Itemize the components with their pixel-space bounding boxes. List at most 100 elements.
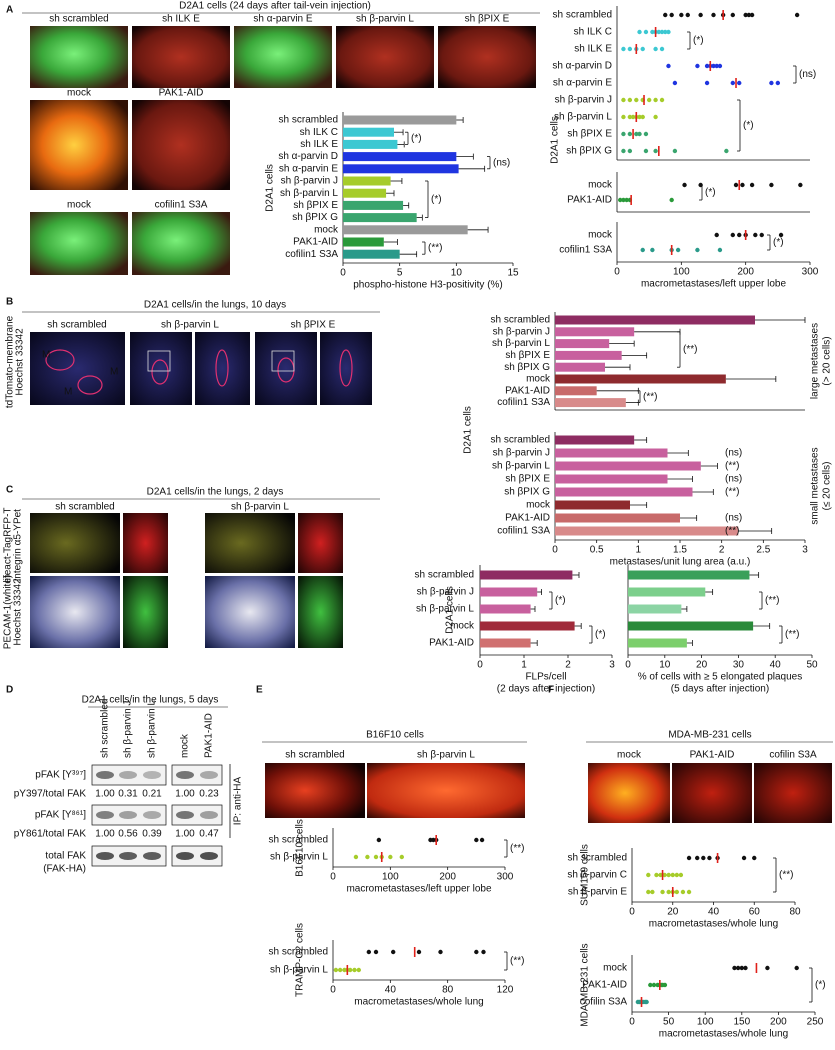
x-tick-label: 100: [673, 267, 690, 278]
category-label: sh βPIX E: [505, 350, 550, 361]
x-axis-title: macrometastases/whole lung: [649, 919, 779, 930]
row-label: total FAK: [45, 851, 86, 862]
annotation: (**): [765, 595, 779, 606]
side-label: PECAM-1(white): [3, 575, 14, 649]
data-point: [674, 872, 680, 878]
micrograph: [754, 763, 832, 823]
panel-title: B16F10 cells: [366, 730, 424, 741]
x-tick-label: 2: [565, 660, 571, 671]
panel-title: D2A1 cells/in the lungs, 2 days: [147, 487, 284, 498]
series-name: small metastases: [810, 447, 821, 524]
data-point: [663, 29, 668, 35]
x-tick-label: 10: [659, 660, 671, 671]
data-point: [416, 949, 422, 955]
y-axis-title: MDA-MB-231 cells: [580, 943, 591, 1026]
x-tick-label: 5: [397, 268, 403, 279]
data-point: [695, 247, 700, 253]
bar: [343, 200, 404, 210]
blot-band: [143, 811, 161, 819]
cell-outline: [77, 375, 103, 395]
micrograph: [672, 763, 752, 823]
blot-band: [176, 771, 194, 779]
category-label: mock: [314, 224, 339, 235]
x-tick-label: 30: [733, 660, 745, 671]
data-point: [399, 854, 404, 860]
category-label: sh scrambled: [269, 835, 328, 846]
x-tick-label: 15: [507, 268, 519, 279]
data-point: [704, 63, 710, 69]
x-tick-label: 3: [609, 660, 615, 671]
row-label: pFAK [Y⁸⁶¹]: [35, 810, 86, 821]
data-point: [717, 247, 723, 253]
x-tick-label: 40: [385, 985, 397, 996]
category-label: sh ILK E: [300, 139, 338, 150]
data-point: [686, 889, 692, 895]
data-point: [348, 967, 353, 973]
data-point: [679, 12, 684, 18]
annotation: (*): [705, 187, 716, 198]
category-label: sh β-parvin L: [270, 965, 328, 976]
blot-frame: [91, 804, 167, 826]
category-label: mock: [450, 621, 475, 632]
data-point: [743, 965, 748, 971]
bar: [555, 315, 755, 325]
y-axis-title: B16F10 cells: [295, 819, 306, 877]
data-point: [666, 889, 671, 895]
data-point: [438, 949, 443, 955]
category-label: sh ILK C: [300, 127, 338, 138]
data-point: [686, 855, 692, 861]
data-point: [666, 63, 671, 69]
category-label: sh βPIX E: [505, 474, 550, 485]
x-tick-label: 0: [330, 985, 336, 996]
y-axis-title: D2A1 cells: [550, 116, 561, 164]
series-note: (≤ 20 cells): [822, 462, 833, 511]
x-tick-label: 250: [807, 1017, 824, 1028]
data-point: [637, 131, 642, 137]
image-label: sh scrambled: [47, 320, 106, 331]
data-point: [352, 967, 357, 973]
category-label: sh scrambled: [415, 570, 474, 581]
data-point: [627, 148, 633, 154]
data-point: [637, 114, 642, 120]
bar: [343, 249, 400, 259]
micrograph: [30, 332, 125, 405]
y-axis-title: D2A1 cells: [463, 406, 474, 454]
zoom-box: [271, 350, 295, 372]
bar: [480, 638, 531, 648]
micrograph: [195, 332, 250, 405]
bar: [343, 139, 398, 149]
cell-outline: [45, 349, 75, 371]
category-label: sh β-parvin C: [567, 870, 627, 881]
bar: [555, 398, 626, 408]
annotation: (**): [510, 843, 524, 854]
bar: [343, 176, 391, 186]
lane-label: PAK1-AID: [204, 713, 215, 758]
image-label: PAK1-AID: [690, 750, 735, 761]
data-point: [739, 965, 744, 971]
category-label: mock: [588, 180, 613, 191]
ratio-value: 1.00: [175, 829, 195, 840]
x-tick-label: 100: [697, 1017, 714, 1028]
x-tick-label: 1.5: [673, 545, 687, 556]
annotation: (*): [693, 35, 704, 46]
bar: [555, 526, 739, 536]
x-tick-label: 40: [708, 907, 720, 918]
annotation: (ns): [725, 513, 742, 524]
micrograph: [336, 26, 434, 88]
x-tick-label: 50: [663, 1017, 675, 1028]
category-label: sh β-parvin L: [492, 461, 550, 472]
lane-label: sh β-parvin L: [147, 700, 158, 758]
data-point: [663, 12, 668, 18]
x-axis-title: FLPs/cell: [525, 672, 566, 683]
data-point: [680, 889, 686, 895]
x-tick-label: 20: [667, 907, 679, 918]
data-point: [646, 97, 652, 103]
category-label: PAK1-AID: [429, 638, 474, 649]
y-axis-title: SUM159 cells: [580, 844, 591, 906]
annotation: (*): [815, 980, 826, 991]
data-point: [769, 80, 774, 86]
blot-band: [143, 852, 161, 860]
image-label: mock: [67, 88, 92, 99]
bar: [555, 448, 668, 458]
